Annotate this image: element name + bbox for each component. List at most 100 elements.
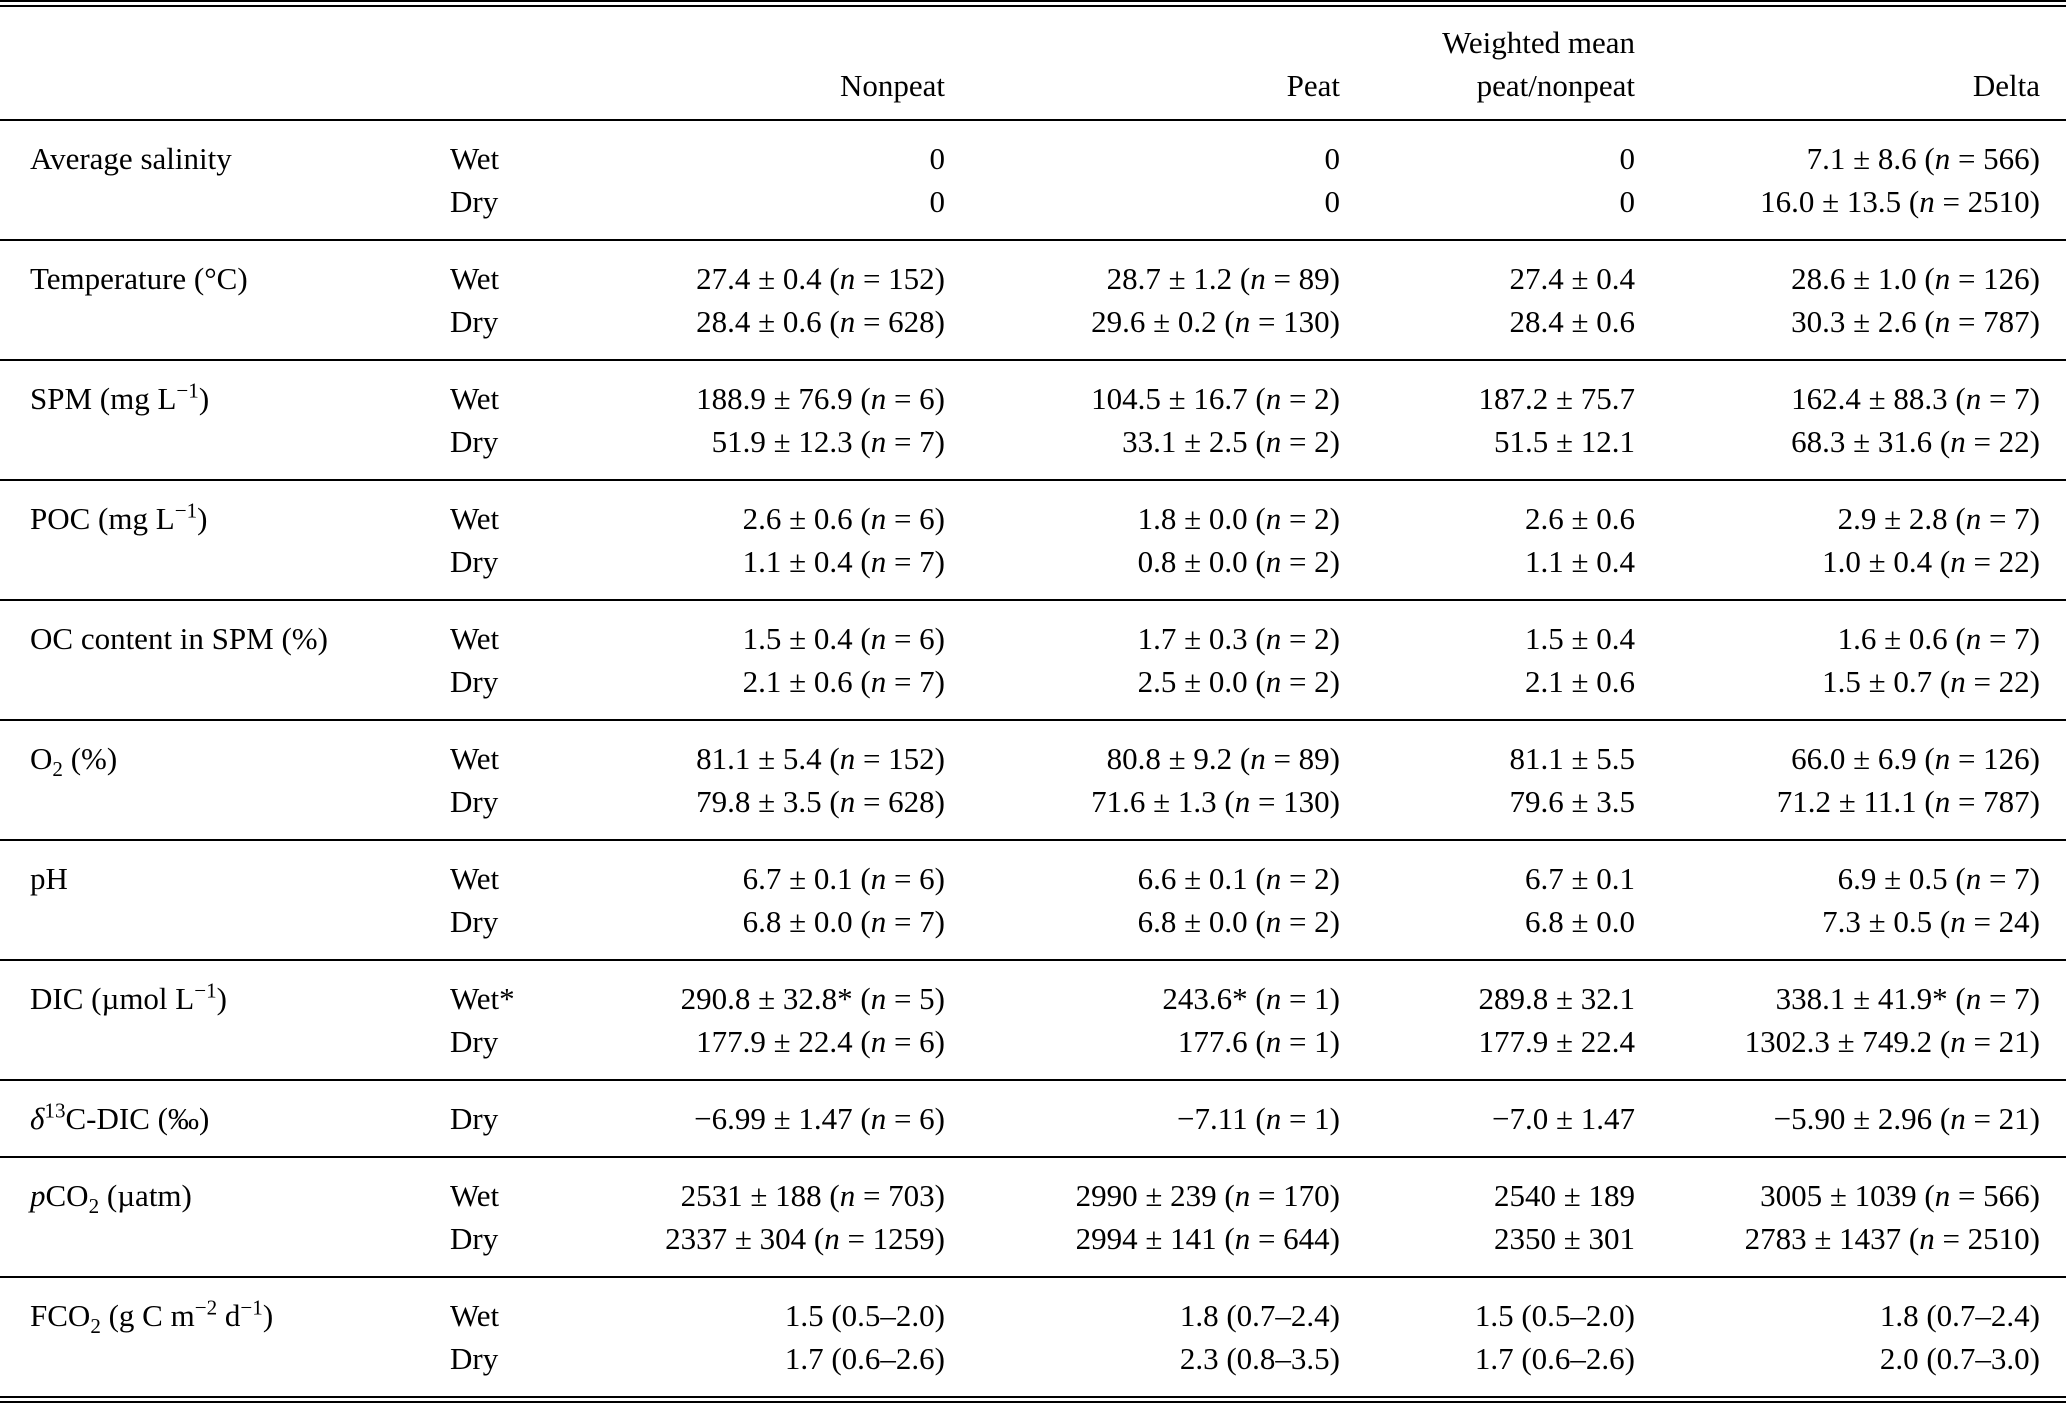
cell-delta: 6.9 ± 0.5 (n = 7) (1837, 861, 2040, 896)
cell-nonpeat: 81.1 ± 5.4 (n = 152) (696, 741, 945, 776)
cell-weighted: 27.4 ± 0.4 (1509, 261, 1635, 296)
parameter-label: Temperature (°C) (30, 261, 248, 296)
cell-peat: 29.6 ± 0.2 (n = 130) (1091, 304, 1340, 339)
season-label: Wet* (450, 981, 515, 1016)
cell-peat: 6.6 ± 0.1 (n = 2) (1137, 861, 1340, 896)
season-label: Dry (450, 1101, 499, 1136)
parameter-label: SPM (mg L−1) (30, 378, 210, 416)
cell-delta: 68.3 ± 31.6 (n = 22) (1791, 424, 2040, 459)
cell-delta: 2.9 ± 2.8 (n = 7) (1837, 501, 2040, 536)
cell-weighted: 0 (1619, 141, 1636, 176)
parameter-label: DIC (µmol L−1) (30, 978, 227, 1016)
cell-weighted: 28.4 ± 0.6 (1509, 304, 1635, 339)
parameter-label: pH (30, 861, 68, 896)
col-header-weighted-mean-line1: Weighted mean (1442, 25, 1635, 60)
table-row: Dry 2.1 ± 0.6 (n = 7) 2.5 ± 0.0 (n = 2) 2.1… (0, 660, 2066, 720)
parameter-group: DIC (µmol L−1) Wet* 290.8 ± 32.8* (n = 5) 2… (0, 960, 2066, 1080)
season-label: Dry (450, 544, 499, 579)
col-header-delta: Delta (1972, 68, 2040, 103)
cell-peat: 2.3 (0.8–3.5) (1179, 1341, 1340, 1376)
cell-peat: 33.1 ± 2.5 (n = 2) (1122, 424, 1340, 459)
cell-nonpeat: 79.8 ± 3.5 (n = 628) (696, 784, 945, 819)
table-row: Dry 6.8 ± 0.0 (n = 7) 6.8 ± 0.0 (n = 2) 6.8… (0, 900, 2066, 960)
cell-weighted: 81.1 ± 5.5 (1509, 741, 1635, 776)
cell-weighted: 187.2 ± 75.7 (1478, 381, 1635, 416)
cell-weighted: 1.7 (0.6–2.6) (1474, 1341, 1635, 1376)
col-header-parameter (0, 4, 450, 121)
table-row: Dry 1.1 ± 0.4 (n = 7) 0.8 ± 0.0 (n = 2) 1.1… (0, 540, 2066, 600)
cell-nonpeat: 177.9 ± 22.4 (n = 6) (696, 1024, 945, 1059)
cell-nonpeat: −6.99 ± 1.47 (n = 6) (694, 1101, 945, 1136)
parameter-group: SPM (mg L−1) Wet 188.9 ± 76.9 (n = 6) 104.5… (0, 360, 2066, 480)
col-header-weighted-mean: Weighted mean peat/nonpeat (1355, 4, 1650, 121)
table-row: FCO2 (g C m−2 d−1) Wet 1.5 (0.5–2.0) 1.8 (0… (0, 1277, 2066, 1337)
season-label: Dry (450, 304, 499, 339)
cell-weighted: 79.6 ± 3.5 (1509, 784, 1635, 819)
cell-nonpeat: 6.8 ± 0.0 (n = 7) (742, 904, 945, 939)
cell-delta: 3005 ± 1039 (n = 566) (1760, 1178, 2040, 1213)
cell-peat: 71.6 ± 1.3 (n = 130) (1091, 784, 1340, 819)
cell-weighted: 2350 ± 301 (1493, 1221, 1635, 1256)
cell-delta: 1.0 ± 0.4 (n = 22) (1822, 544, 2040, 579)
cell-peat: 1.8 ± 0.0 (n = 2) (1137, 501, 1340, 536)
cell-nonpeat: 2.6 ± 0.6 (n = 6) (742, 501, 945, 536)
table-header: Nonpeat Peat Weighted mean peat/nonpeat … (0, 4, 2066, 121)
season-label: Wet (450, 741, 500, 776)
cell-delta: 2783 ± 1437 (n = 2510) (1744, 1221, 2040, 1256)
season-label: Dry (450, 664, 499, 699)
cell-delta: 2.0 (0.7–3.0) (1879, 1341, 2040, 1376)
table-row: Temperature (°C) Wet 27.4 ± 0.4 (n = 152) 2… (0, 240, 2066, 300)
table-row: O2 (%) Wet 81.1 ± 5.4 (n = 152) 80.8 ± 9.2 … (0, 720, 2066, 780)
cell-delta: 16.0 ± 13.5 (n = 2510) (1760, 184, 2040, 219)
cell-weighted: 1.5 (0.5–2.0) (1474, 1298, 1635, 1333)
cell-delta: 1.6 ± 0.6 (n = 7) (1837, 621, 2040, 656)
cell-delta: 71.2 ± 11.1 (n = 787) (1776, 784, 2040, 819)
cell-weighted: 289.8 ± 32.1 (1478, 981, 1635, 1016)
parameter-label: pCO2 (µatm) (30, 1178, 192, 1219)
cell-delta: 162.4 ± 88.3 (n = 7) (1791, 381, 2040, 416)
parameter-group: Average salinity Wet 0 0 0 7.1 ± 8.6 (n = 566… (0, 120, 2066, 240)
cell-nonpeat: 0 (929, 184, 946, 219)
table-row: OC content in SPM (%) Wet 1.5 ± 0.4 (n = 6… (0, 600, 2066, 660)
cell-delta: −5.90 ± 2.96 (n = 21) (1773, 1101, 2040, 1136)
cell-weighted: 2540 ± 189 (1493, 1178, 1635, 1213)
cell-delta: 1.5 ± 0.7 (n = 22) (1822, 664, 2040, 699)
season-label: Dry (450, 904, 499, 939)
col-header-nonpeat: Nonpeat (839, 68, 945, 103)
cell-delta: 28.6 ± 1.0 (n = 126) (1791, 261, 2040, 296)
cell-peat: 0 (1324, 184, 1341, 219)
season-label: Dry (450, 184, 499, 219)
parameter-group: O2 (%) Wet 81.1 ± 5.4 (n = 152) 80.8 ± 9.2 … (0, 720, 2066, 840)
season-label: Wet (450, 861, 500, 896)
season-label: Dry (450, 424, 499, 459)
cell-peat: 0.8 ± 0.0 (n = 2) (1137, 544, 1340, 579)
season-label: Dry (450, 1024, 499, 1059)
table-row: POC (mg L−1) Wet 2.6 ± 0.6 (n = 6) 1.8 ± 0.… (0, 480, 2066, 540)
table-row: Dry 51.9 ± 12.3 (n = 7) 33.1 ± 2.5 (n = 2)… (0, 420, 2066, 480)
cell-delta: 7.1 ± 8.6 (n = 566) (1806, 141, 2040, 176)
table-row: pH Wet 6.7 ± 0.1 (n = 6) 6.6 ± 0.1 (n = 2) 6… (0, 840, 2066, 900)
season-label: Wet (450, 621, 500, 656)
season-label: Wet (450, 501, 500, 536)
parameter-label: POC (mg L−1) (30, 498, 208, 536)
cell-peat: 1.7 ± 0.3 (n = 2) (1137, 621, 1340, 656)
cell-peat: 1.8 (0.7–2.4) (1179, 1298, 1340, 1333)
parameter-group: pCO2 (µatm) Wet 2531 ± 188 (n = 703) 2990 ±… (0, 1157, 2066, 1277)
cell-peat: 2994 ± 141 (n = 644) (1075, 1221, 1340, 1256)
cell-weighted: 6.7 ± 0.1 (1524, 861, 1635, 896)
cell-nonpeat: 1.1 ± 0.4 (n = 7) (742, 544, 945, 579)
table-row: pCO2 (µatm) Wet 2531 ± 188 (n = 703) 2990 ±… (0, 1157, 2066, 1217)
table-row: Dry 2337 ± 304 (n = 1259) 2994 ± 141 (n = … (0, 1217, 2066, 1277)
table-row: DIC (µmol L−1) Wet* 290.8 ± 32.8* (n = 5) 2… (0, 960, 2066, 1020)
cell-weighted: 0 (1619, 184, 1636, 219)
parameter-group: OC content in SPM (%) Wet 1.5 ± 0.4 (n = 6… (0, 600, 2066, 720)
cell-weighted: 1.1 ± 0.4 (1524, 544, 1635, 579)
cell-peat: 177.6 (n = 1) (1177, 1024, 1340, 1059)
cell-weighted: 6.8 ± 0.0 (1524, 904, 1635, 939)
cell-nonpeat: 1.5 (0.5–2.0) (784, 1298, 945, 1333)
parameter-label: FCO2 (g C m−2 d−1) (30, 1295, 274, 1339)
table-row: Dry 177.9 ± 22.4 (n = 6) 177.6 (n = 1) 177.… (0, 1020, 2066, 1080)
cell-delta: 338.1 ± 41.9* (n = 7) (1775, 981, 2040, 1016)
cell-nonpeat: 290.8 ± 32.8* (n = 5) (680, 981, 945, 1016)
